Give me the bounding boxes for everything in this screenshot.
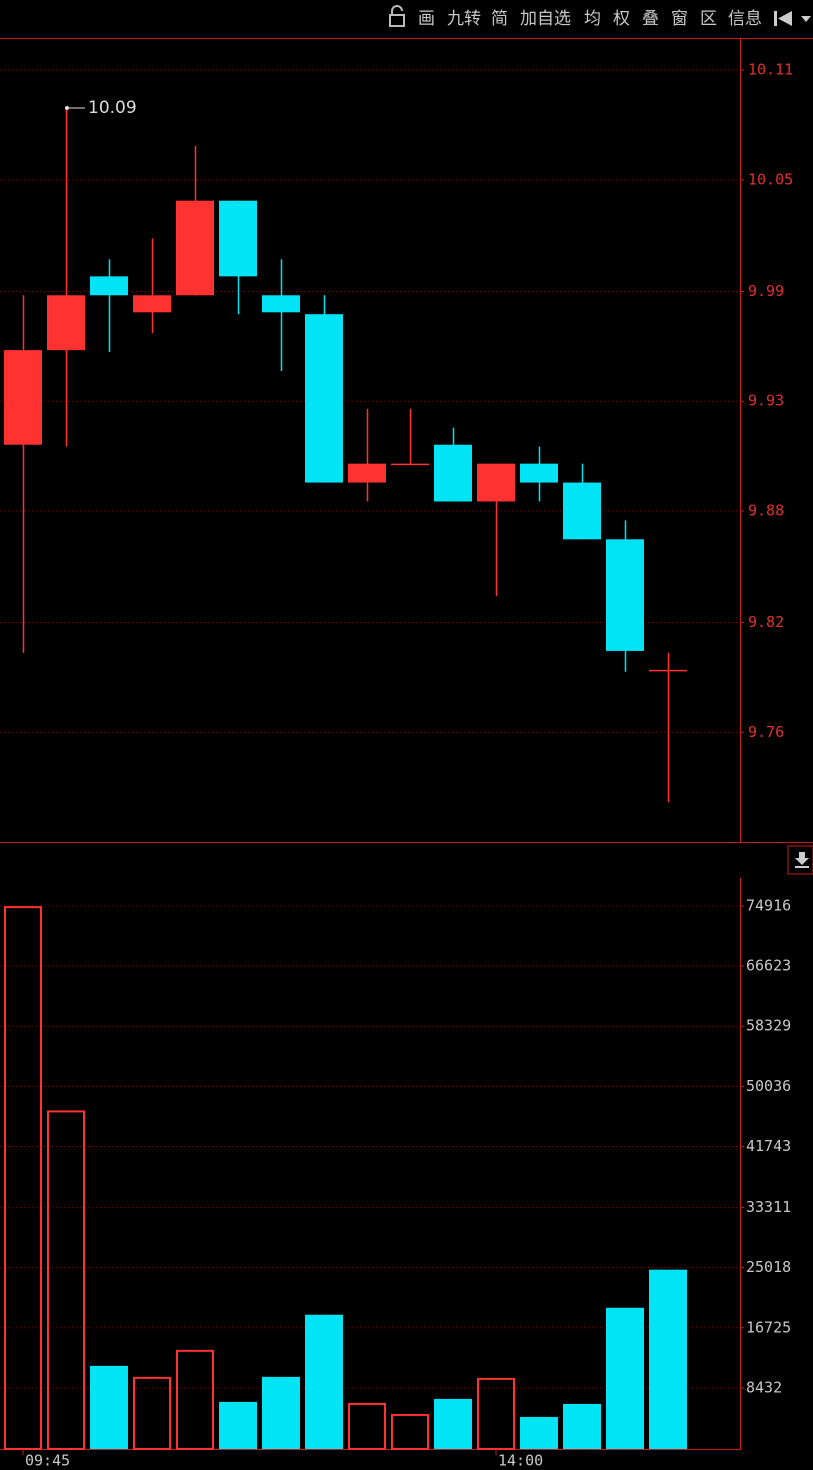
y-tick-label: 16725	[746, 1318, 791, 1336]
volume-bar	[649, 1269, 687, 1449]
candle-body	[176, 200, 214, 296]
toolbar-button[interactable]: 画	[418, 9, 435, 29]
candle-body	[348, 463, 386, 483]
volume-bar	[262, 1376, 300, 1449]
candle-body	[262, 295, 300, 313]
volume-bar	[606, 1307, 644, 1449]
toolbar-button[interactable]: 权	[613, 9, 630, 29]
candle-body	[606, 539, 644, 651]
volume-bar	[219, 1401, 257, 1449]
y-tick-label: 58329	[746, 1017, 791, 1035]
toolbar-button[interactable]: 加自选	[520, 9, 571, 29]
toolbar-button[interactable]: 均	[584, 9, 601, 29]
candle-body	[520, 463, 558, 483]
volume-bar	[133, 1376, 171, 1451]
candle-body	[477, 463, 515, 502]
volume-bar	[305, 1314, 343, 1449]
y-tick-label: 41743	[746, 1137, 791, 1155]
volume-bar	[477, 1377, 515, 1451]
y-tick-label: 74916	[746, 897, 791, 915]
volume-bar	[434, 1398, 472, 1449]
volume-bar	[520, 1416, 558, 1449]
toolbar-button[interactable]: 窗	[671, 9, 688, 29]
y-tick-label: 9.88	[748, 501, 784, 519]
candle-body	[305, 314, 343, 483]
toolbar-button[interactable]: 简	[491, 9, 508, 29]
candle-body	[90, 276, 128, 296]
candle-body	[4, 350, 42, 445]
y-tick-label: 9.76	[748, 723, 784, 741]
dropdown-icon[interactable]	[801, 16, 811, 22]
y-tick-label: 8432	[746, 1378, 782, 1396]
candle-body	[649, 669, 687, 672]
lock-icon[interactable]	[389, 5, 405, 27]
toolbar-button[interactable]: 九转	[447, 9, 481, 29]
y-tick-label: 25018	[746, 1258, 791, 1276]
volume-bar	[4, 906, 42, 1450]
candle-body	[133, 295, 171, 313]
candle-body	[434, 444, 472, 502]
volume-bar	[47, 1110, 85, 1450]
toolbar-button[interactable]: 信息	[728, 9, 762, 29]
y-tick-label: 33311	[746, 1198, 791, 1216]
candle-body	[219, 200, 257, 277]
y-tick-label: 10.11	[748, 61, 793, 79]
volume-bar	[176, 1349, 214, 1450]
volume-bar	[563, 1403, 601, 1449]
volume-bar	[90, 1365, 128, 1449]
y-tick-label: 50036	[746, 1077, 791, 1095]
volume-bar	[391, 1413, 429, 1450]
y-tick-label: 10.05	[748, 170, 793, 188]
back-icon[interactable]	[774, 11, 792, 26]
y-tick-label: 9.99	[748, 282, 784, 300]
x-tick-label: 09:45	[25, 1452, 70, 1470]
y-tick-label: 9.93	[748, 392, 784, 410]
high-label: 10.09	[88, 98, 137, 118]
volume-bar	[348, 1402, 386, 1451]
candle-body	[391, 463, 429, 466]
x-tick-label: 14:00	[498, 1452, 543, 1470]
y-tick-label: 66623	[746, 957, 791, 975]
toolbar-button[interactable]: 叠	[642, 9, 659, 29]
y-tick-label: 9.82	[748, 613, 784, 631]
candle-body	[563, 482, 601, 540]
toolbar-button[interactable]: 区	[700, 9, 717, 29]
download-icon[interactable]	[787, 845, 813, 875]
candle-body	[47, 295, 85, 351]
